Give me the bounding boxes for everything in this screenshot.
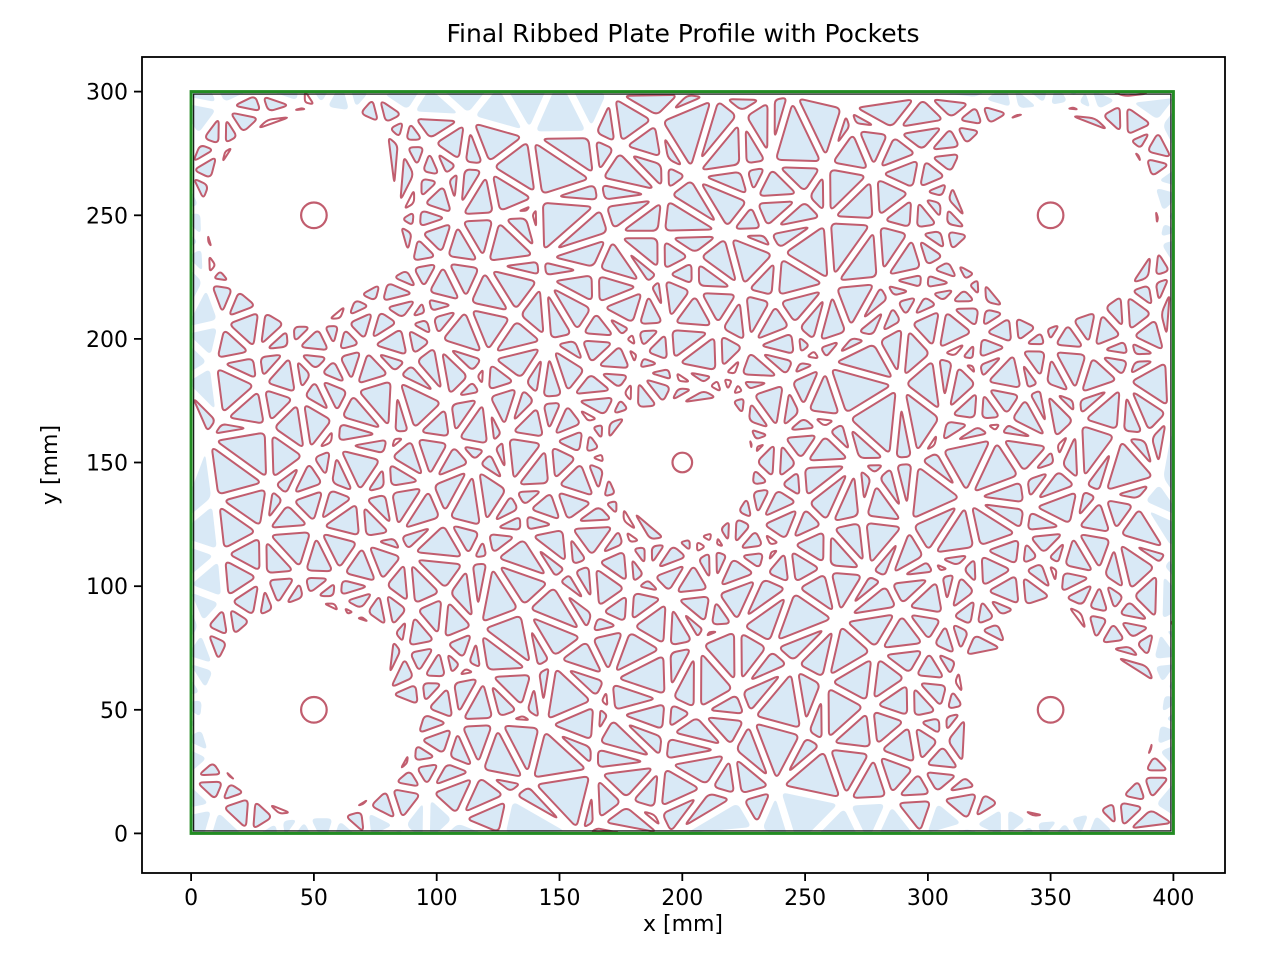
x-tick-label: 250 [784, 886, 826, 911]
pocket-pattern [191, 91, 1174, 834]
y-tick-label: 200 [86, 328, 128, 353]
chart-title: Final Ribbed Plate Profile with Pockets [447, 19, 920, 48]
x-tick-label: 150 [539, 886, 581, 911]
x-tick-label: 100 [416, 886, 458, 911]
x-tick-label: 350 [1030, 886, 1072, 911]
x-tick-label: 200 [661, 886, 703, 911]
x-tick-label: 400 [1152, 886, 1194, 911]
x-tick-label: 300 [907, 886, 949, 911]
hole-circle [300, 695, 328, 724]
y-tick-label: 300 [86, 81, 128, 106]
y-tick-label: 50 [100, 699, 128, 724]
x-tick-label: 50 [300, 886, 328, 911]
x-tick-label: 0 [184, 886, 198, 911]
hole-circle [1036, 201, 1065, 230]
y-tick-label: 0 [114, 822, 128, 847]
hole-circle [671, 451, 694, 474]
y-axis-label: y [mm] [38, 425, 63, 505]
plot-area: 0 50 100 150 200 250 300 350 400 0 50 100 150 200 250 3… [86, 56, 1226, 911]
y-tick-label: 250 [86, 204, 128, 229]
y-tick-label: 150 [86, 452, 128, 477]
hole-circle [300, 201, 328, 230]
pocket-cells-small [207, 91, 1174, 834]
pocket-cells [193, 93, 1171, 833]
y-tick-label: 100 [86, 575, 128, 600]
plate-inner-edge [192, 93, 1172, 832]
x-axis-label: x [mm] [643, 912, 723, 937]
plate-outline [189, 90, 1175, 835]
hole-circle [1036, 695, 1065, 724]
axes-frame [141, 56, 1226, 874]
